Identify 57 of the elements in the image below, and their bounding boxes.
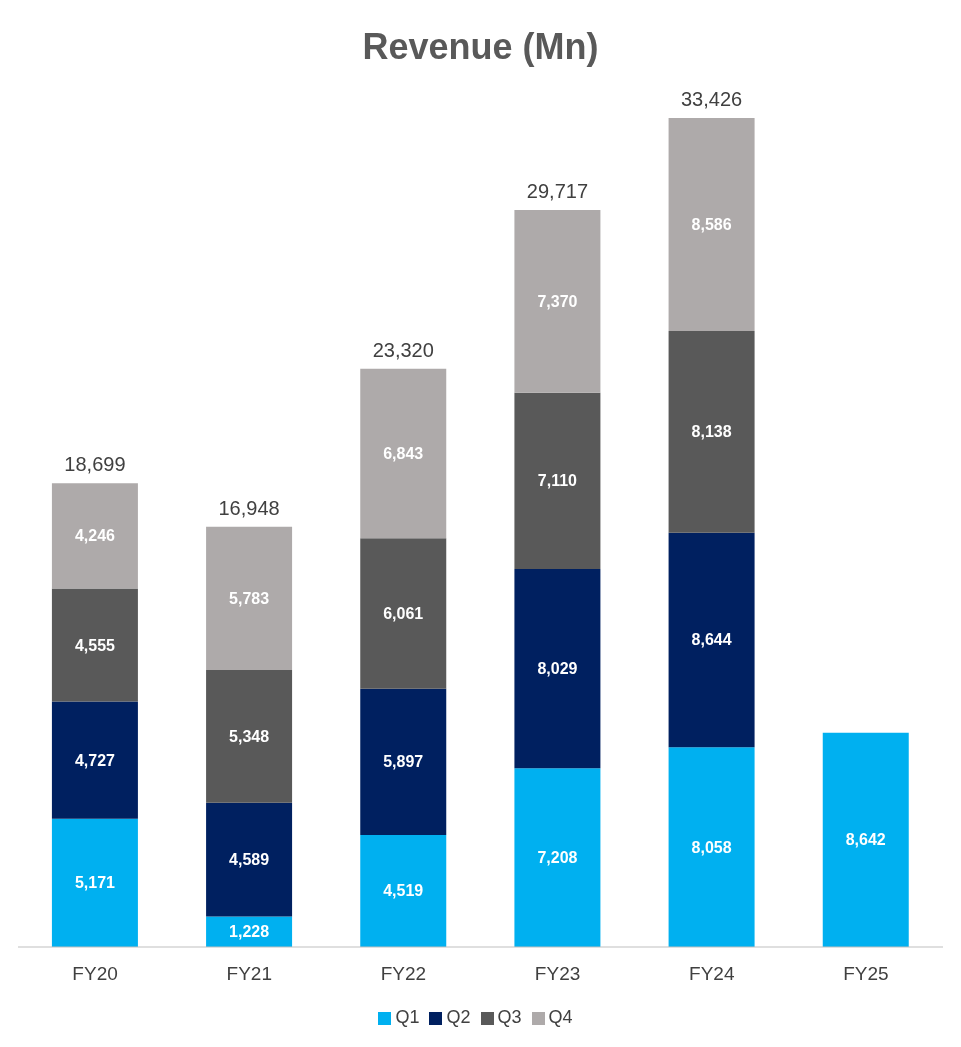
bar — [206, 670, 293, 803]
bar — [822, 732, 909, 947]
bar — [668, 747, 755, 947]
data-label: 8,644 — [691, 631, 732, 649]
total-label: 29,717 — [526, 179, 588, 202]
data-label: 5,348 — [229, 727, 270, 745]
bar — [360, 368, 447, 539]
data-label: 8,642 — [845, 831, 886, 849]
data-label: 7,208 — [537, 849, 578, 867]
legend-label: Q3 — [497, 1007, 522, 1027]
bar — [206, 526, 293, 671]
bar — [514, 768, 601, 947]
bar — [51, 483, 138, 589]
data-label: 5,897 — [383, 753, 424, 771]
legend-label: Q1 — [395, 1007, 420, 1027]
data-label: 8,138 — [691, 423, 732, 441]
data-label: 5,783 — [229, 589, 270, 607]
chart-title: Revenue (Mn) — [361, 25, 600, 69]
data-label: 6,843 — [383, 445, 424, 462]
total-label: 18,699 — [64, 453, 126, 476]
data-label: 4,555 — [74, 636, 116, 654]
bar — [51, 818, 138, 947]
data-label: 4,727 — [74, 751, 116, 769]
bar — [514, 392, 601, 570]
bar — [360, 538, 447, 689]
data-label: 4,246 — [74, 527, 116, 545]
x-tick-label: FY24 — [689, 963, 735, 985]
data-label: 4,589 — [229, 851, 270, 869]
data-label: 7,110 — [537, 472, 578, 490]
bar — [514, 569, 601, 769]
data-label: 1,228 — [229, 923, 270, 941]
total-label: 33,426 — [681, 88, 743, 110]
data-label: 8,586 — [691, 215, 732, 233]
legend-label: Q2 — [446, 1007, 471, 1027]
x-tick-label: FY21 — [226, 963, 272, 985]
bar — [51, 588, 138, 702]
bar — [51, 701, 138, 819]
bar — [360, 688, 447, 835]
total-label: 23,320 — [372, 338, 434, 361]
bar — [668, 532, 755, 748]
data-label: 8,029 — [537, 660, 578, 678]
x-tick-label: FY20 — [72, 963, 118, 985]
data-label: 5,171 — [74, 874, 116, 892]
data-label: 7,370 — [537, 292, 578, 310]
data-label: 8,058 — [691, 838, 732, 856]
bar — [668, 118, 755, 331]
bar — [668, 330, 755, 533]
total-label: 16,948 — [218, 496, 280, 519]
legend-label: Q4 — [548, 1007, 573, 1027]
bar — [206, 802, 293, 917]
x-tick-label: FY25 — [843, 963, 889, 985]
bar — [360, 834, 447, 947]
x-tick-label: FY23 — [534, 963, 581, 985]
x-tick-label: FY22 — [380, 963, 427, 985]
bar — [514, 209, 601, 393]
data-label: 4,519 — [383, 882, 424, 900]
data-label: 6,061 — [383, 605, 424, 623]
